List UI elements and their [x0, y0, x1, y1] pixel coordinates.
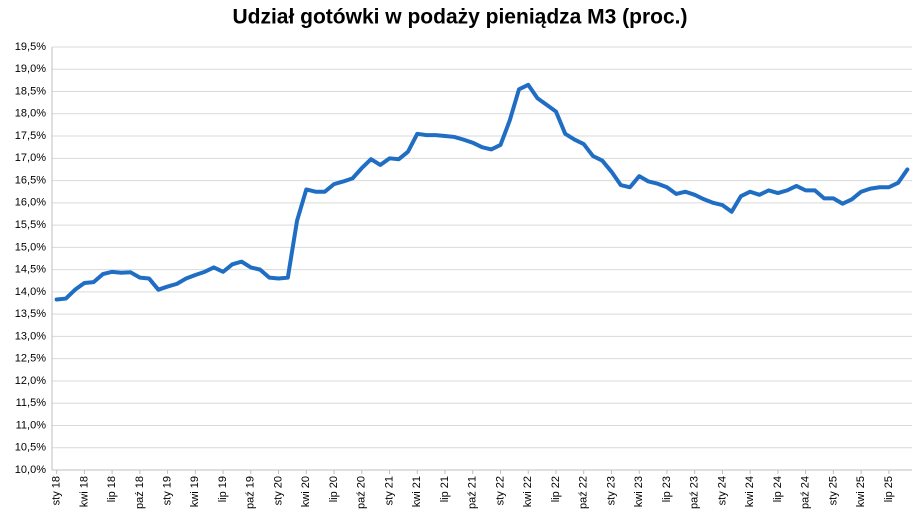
y-tick-label: 17,5%	[15, 130, 46, 142]
y-tick-label: 17,0%	[15, 152, 46, 164]
chart-title: Udział gotówki w podaży pieniądza M3 (pr…	[232, 6, 687, 29]
x-tick-label: paź 21	[467, 476, 479, 509]
y-tick-label: 15,0%	[15, 241, 46, 253]
y-tick-label: 14,5%	[15, 264, 46, 276]
y-tick-label: 10,5%	[15, 442, 46, 454]
x-tick-label: lip 22	[550, 476, 562, 502]
x-tick-label: paź 22	[578, 476, 590, 509]
x-tick-label: paź 23	[689, 476, 701, 509]
x-tick-label: kwi 23	[633, 476, 645, 507]
x-tick-label: lip 25	[883, 476, 895, 502]
x-tick-label: kwi 22	[522, 476, 534, 507]
x-tick-label: paź 20	[356, 476, 368, 509]
x-tick-label: sty 22	[494, 476, 506, 505]
x-tick-label: sty 21	[383, 476, 395, 505]
y-tick-label: 13,0%	[15, 330, 46, 342]
y-tick-label: 11,0%	[16, 419, 47, 431]
x-tick-label: kwi 18	[78, 476, 90, 507]
x-tick-label: lip 20	[328, 476, 340, 502]
y-tick-label: 18,0%	[15, 108, 46, 120]
y-tick-label: 11,5%	[16, 397, 47, 409]
x-tick-label: kwi 21	[411, 476, 423, 507]
data-line	[54, 82, 910, 302]
x-tick-label: paź 19	[245, 476, 257, 509]
x-tick-label: sty 23	[605, 476, 617, 505]
x-tick-label: kwi 19	[189, 476, 201, 507]
x-tick-label: sty 18	[51, 476, 63, 505]
x-tick-label: kwi 20	[300, 476, 312, 507]
y-tick-label: 14,0%	[15, 286, 46, 298]
y-tick-label: 19,0%	[15, 63, 46, 75]
x-tick-label: paź 18	[134, 476, 146, 509]
x-tick-label: lip 21	[439, 476, 451, 502]
x-tick-label: lip 24	[772, 476, 784, 502]
y-tick-label: 16,0%	[15, 197, 46, 209]
x-tick-label: paź 24	[800, 476, 812, 509]
x-tick-label: sty 19	[161, 476, 173, 505]
x-tick-label: sty 20	[272, 476, 284, 505]
y-tick-label: 18,5%	[15, 85, 46, 97]
x-tick-label: lip 23	[661, 476, 673, 502]
y-tick-label: 15,5%	[15, 219, 46, 231]
x-tick-label: lip 19	[217, 476, 229, 502]
y-tick-label: 16,5%	[15, 174, 46, 186]
y-tick-label: 10,0%	[15, 464, 46, 476]
y-tick-label: 12,5%	[15, 353, 46, 365]
x-tick-label: kwi 25	[855, 476, 867, 507]
x-tick-label: sty 24	[716, 476, 728, 505]
x-tick-label: lip 18	[106, 476, 118, 502]
y-tick-label: 12,0%	[15, 375, 46, 387]
y-tick-label: 13,5%	[15, 308, 46, 320]
x-tick-label: kwi 24	[744, 476, 756, 507]
x-tick-label: sty 25	[827, 476, 839, 505]
y-tick-label: 19,5%	[15, 41, 46, 53]
